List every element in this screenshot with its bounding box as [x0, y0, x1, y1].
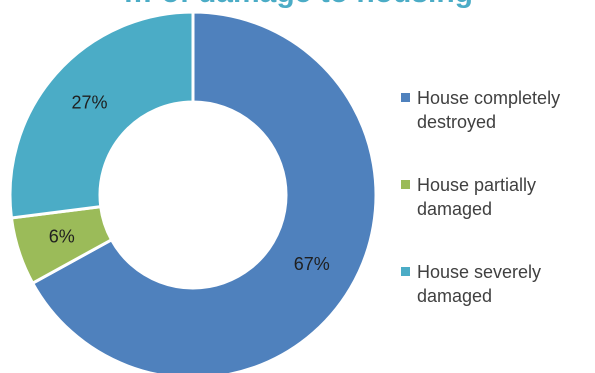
slice-label-completely-destroyed: 67% [294, 254, 330, 274]
slice-completely-destroyed [30, 10, 378, 373]
slice-label-severely-damaged: 27% [71, 92, 107, 112]
legend-label-line2-severely-damaged: damaged [417, 286, 492, 306]
legend-label-line1-partially-damaged: House partially [417, 175, 536, 195]
legend-item-severely-damaged: House severely damaged [401, 262, 541, 306]
legend-swatch-completely-destroyed [401, 93, 410, 102]
legend-item-completely-destroyed: House completely destroyed [401, 88, 560, 132]
slice-label-partially-damaged: 6% [49, 226, 75, 246]
slice-labels-group: 67% 6% 27% [49, 92, 330, 274]
legend-swatch-partially-damaged [401, 180, 410, 189]
legend-label-line2-completely-destroyed: destroyed [417, 112, 496, 132]
legend-label-line1-severely-damaged: House severely [417, 262, 541, 282]
legend-label-line1-completely-destroyed: House completely [417, 88, 560, 108]
slices-group [8, 10, 378, 373]
legend: House completely destroyed House partially… [401, 88, 560, 306]
legend-swatch-severely-damaged [401, 267, 410, 276]
chart-title-partial: … of damage to housing [123, 0, 473, 9]
legend-item-partially-damaged: House partially damaged [401, 175, 536, 219]
slice-severely-damaged [8, 10, 195, 220]
legend-label-line2-partially-damaged: damaged [417, 199, 492, 219]
